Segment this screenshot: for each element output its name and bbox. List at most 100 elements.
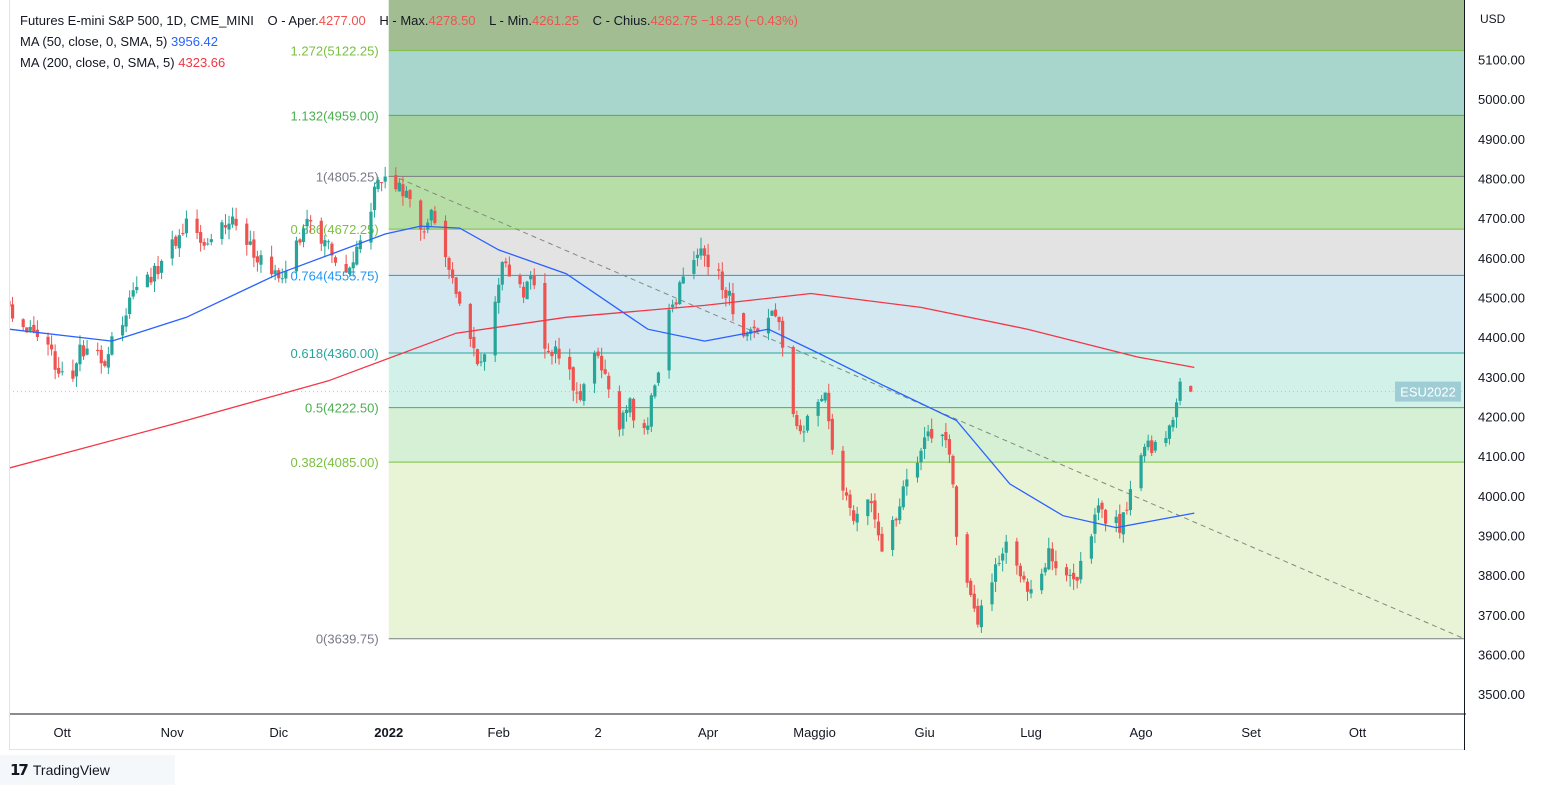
- ma200-row[interactable]: MA (200, close, 0, SMA, 5) 4323.66: [20, 52, 798, 73]
- candle-body: [930, 429, 934, 439]
- candle: [855, 506, 859, 532]
- candle: [284, 260, 288, 284]
- candle: [827, 383, 831, 430]
- candle-body: [649, 395, 653, 427]
- candlestick-chart[interactable]: 1.272(5122.25) 1.132(4959.00) 1(4805.25) 0.…: [7, 0, 1466, 750]
- candle: [557, 337, 561, 365]
- candle: [344, 254, 348, 274]
- candle: [674, 298, 678, 309]
- candle: [273, 264, 277, 281]
- candle: [472, 326, 476, 357]
- candle: [624, 405, 629, 422]
- candle: [702, 245, 707, 267]
- candle-body: [174, 236, 178, 246]
- candle: [479, 353, 483, 367]
- candle-body: [1015, 541, 1019, 566]
- candle-body: [447, 257, 451, 270]
- candle: [667, 303, 671, 379]
- candle: [1004, 534, 1008, 564]
- candle: [223, 214, 228, 235]
- candle-body: [805, 415, 810, 431]
- candle: [195, 209, 199, 240]
- candle: [518, 273, 522, 288]
- candle: [53, 344, 57, 380]
- candle-body: [532, 275, 536, 286]
- candle: [184, 210, 189, 238]
- candle-body: [202, 242, 206, 246]
- candle: [720, 262, 724, 299]
- candle: [1089, 533, 1093, 564]
- candle-body: [852, 510, 856, 521]
- candle: [1043, 563, 1047, 576]
- candle-body: [135, 286, 139, 291]
- candle-body: [1089, 536, 1093, 559]
- price-axis[interactable]: USD 3500.00 3600.00 3700.00 3800.00 3900.00 40…: [1466, 0, 1558, 750]
- y-tick-label: 4700.00: [1478, 211, 1525, 226]
- y-tick-label: 4300.00: [1478, 370, 1525, 385]
- candle: [926, 424, 930, 441]
- candle: [259, 250, 263, 273]
- candle: [830, 413, 834, 455]
- candle-body: [969, 580, 973, 595]
- candle: [177, 229, 181, 258]
- candle-body: [397, 182, 401, 192]
- candle-body: [919, 450, 923, 463]
- candle: [1064, 563, 1069, 582]
- fib-label-1: 1.132(4959.00): [291, 108, 379, 123]
- candle: [976, 598, 980, 628]
- candle: [181, 223, 185, 236]
- candle-body: [344, 264, 348, 272]
- candle: [230, 207, 235, 228]
- candle: [1054, 550, 1058, 576]
- candle: [497, 277, 501, 314]
- y-tick-label: 4900.00: [1478, 132, 1525, 147]
- candle: [280, 268, 284, 284]
- candle: [816, 399, 820, 427]
- fib-label-0: 1.272(5122.25): [291, 44, 379, 59]
- candle: [876, 512, 881, 541]
- candle: [529, 271, 533, 290]
- x-tick-label: Dic: [269, 725, 288, 740]
- candle-body: [309, 220, 313, 222]
- candle: [482, 353, 487, 371]
- fib-zone-7: [388, 407, 1465, 463]
- candle: [972, 584, 976, 613]
- candle: [844, 487, 849, 501]
- candle: [873, 493, 877, 529]
- candle-body: [298, 239, 302, 243]
- x-tick-label: Ott: [1349, 725, 1367, 740]
- candle-body: [770, 310, 774, 316]
- tradingview-logo[interactable]: 17 TradingView: [0, 755, 175, 785]
- candle-body: [1178, 381, 1182, 401]
- candle: [1047, 537, 1051, 571]
- candle-body: [49, 344, 54, 350]
- candle-body: [46, 336, 50, 345]
- candle-body: [543, 282, 547, 349]
- candle-body: [110, 336, 114, 355]
- candle: [699, 237, 703, 260]
- x-tick-label: Ago: [1129, 725, 1152, 740]
- candle-body: [71, 370, 75, 379]
- candle: [915, 456, 920, 483]
- candle-body: [326, 241, 330, 243]
- candle-body: [575, 392, 579, 394]
- candle-body: [653, 385, 657, 397]
- candle-body: [752, 326, 756, 329]
- fib-zone-0: [388, 0, 1465, 51]
- candle-body: [1121, 512, 1125, 535]
- candle: [1153, 440, 1157, 453]
- fib-label-8: 0(3639.75): [316, 632, 379, 647]
- chart-area[interactable]: 1.272(5122.25) 1.132(4959.00) 1(4805.25) 0.…: [7, 0, 1466, 750]
- candle-body: [553, 346, 558, 354]
- candle-body: [568, 356, 572, 370]
- tradingview-logo-icon: 17: [10, 761, 29, 779]
- candle: [277, 267, 281, 283]
- candle: [1029, 579, 1033, 599]
- ma50-row[interactable]: MA (50, close, 0, SMA, 5) 3956.42: [20, 31, 798, 52]
- symbol-name[interactable]: Futures E-mini S&P 500, 1D, CME_MINI: [20, 13, 254, 28]
- candle: [543, 273, 547, 359]
- candle-body: [869, 501, 873, 504]
- candle-body: [74, 363, 79, 377]
- candle: [930, 418, 934, 443]
- fib-zone-6: [388, 353, 1465, 408]
